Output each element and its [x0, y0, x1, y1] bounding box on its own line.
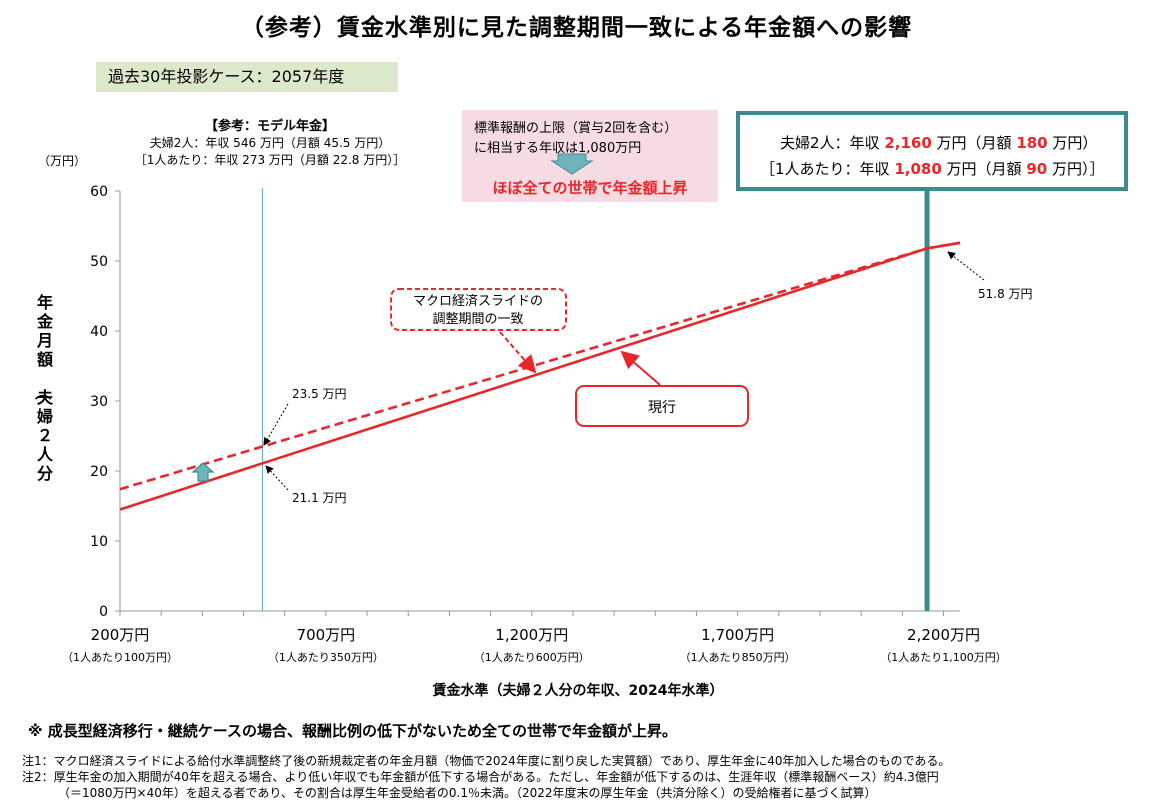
model-pension-line1: 夫婦2人：年収 546 万円（月額 45.5 万円）	[149, 136, 391, 150]
annotation-51-8-arrow	[947, 251, 985, 281]
legend-solid-box	[575, 385, 749, 427]
x-tick-label: 1,200万円	[495, 626, 568, 644]
y-tick-label: 30	[90, 394, 108, 410]
x-tick-sublabel: （1人あたり1,100万円）	[880, 651, 1007, 664]
top-income-box	[736, 111, 1128, 191]
x-tick-sublabel: （1人あたり600万円）	[474, 651, 590, 664]
legend-dashed-line2: 調整期間の一致	[432, 312, 523, 327]
upper-limit-line2: に相当する年収は1,080万円	[474, 141, 642, 156]
x-tick-sublabel: （1人あたり350万円）	[268, 651, 384, 664]
model-pension-note: 【参考：モデル年金】 夫婦2人：年収 546 万円（月額 45.5 万円） ［1…	[120, 118, 420, 169]
series-current-line	[119, 241, 961, 511]
model-pension-line2: ［1人あたり：年収 273 万円（月額 22.8 万円）］	[134, 153, 406, 167]
y-unit-label: （万円）	[38, 154, 86, 168]
x-tick-label: 2,200万円	[907, 626, 980, 644]
note-2: 注2：厚生年金の加入期間が40年を超える場合、より低い年収でも年金額が低下する場…	[22, 770, 939, 784]
legend-dashed-line1: マクロ経済スライドの	[413, 293, 543, 309]
upper-limit-box	[462, 110, 718, 202]
annotation-23-5: 23.5 万円	[292, 387, 347, 401]
upper-limit-conclusion: ほぼ全ての世帯で年金額上昇	[492, 179, 688, 197]
x-tick-sublabel: （1人あたり850万円）	[680, 651, 796, 664]
x-axis-title: 賃金水準（夫婦２人分の年収、2024年水準）	[432, 682, 724, 699]
x-tick-label: 700万円	[297, 626, 356, 644]
note-2-cont: （＝1080万円×40年）を超える者であり、その割合は厚生年金受給者の0.1％未…	[58, 786, 877, 800]
annotation-21-1-arrow	[265, 465, 289, 491]
annotation-23-5-arrow	[263, 403, 289, 446]
down-arrow-icon	[550, 153, 594, 175]
top-income-couple: 夫婦2人：年収 2,160 万円（月額 180 万円）	[780, 134, 1098, 152]
legend-solid-pointer	[620, 350, 661, 386]
y-tick-label: 40	[90, 324, 108, 340]
top-income-per-person: ［1人あたり：年収 1,080 万円（月額 90 万円）］	[760, 160, 1105, 178]
svg-text:年金月額（夫婦２人分）: 年金月額（夫婦２人分）	[33, 293, 54, 492]
legend-solid-label: 現行	[648, 400, 676, 416]
legend-dashed-pointer	[499, 331, 537, 374]
page-title: （参考）賃金水準別に見た調整期間一致による年金額への影響	[240, 15, 913, 41]
case-label: 過去30年投影ケース：2057年度	[96, 62, 398, 92]
model-pension-title: 【参考：モデル年金】	[204, 119, 335, 134]
up-arrow-icon	[191, 462, 215, 482]
x-tick-label: 1,700万円	[701, 626, 774, 644]
y-tick-label: 50	[90, 254, 108, 270]
y-axis-title: 年金月額（夫婦２人分）	[33, 293, 54, 492]
legend-dashed-box	[390, 288, 567, 331]
y-tick-label: 60	[90, 184, 108, 200]
annotation-51-8: 51.8 万円	[978, 287, 1033, 301]
footnote-main: ※ 成長型経済移行・継続ケースの場合、報酬比例の低下がないため全ての世帯で年金額…	[28, 722, 678, 740]
upper-limit-line1: 標準報酬の上限（賞与2回を含む）	[474, 121, 678, 136]
y-tick-label: 20	[90, 464, 108, 480]
annotation-21-1: 21.1 万円	[292, 491, 347, 505]
series-macro-slide-line	[119, 241, 961, 491]
x-tick-label: 200万円	[91, 626, 150, 644]
y-tick-label: 0	[99, 604, 108, 620]
note-1: 注1：マクロ経済スライドによる給付水準調整終了後の新規裁定者の年金月額（物価で2…	[22, 754, 951, 768]
x-tick-sublabel: （1人あたり100万円）	[62, 651, 178, 664]
y-tick-label: 10	[90, 534, 108, 550]
